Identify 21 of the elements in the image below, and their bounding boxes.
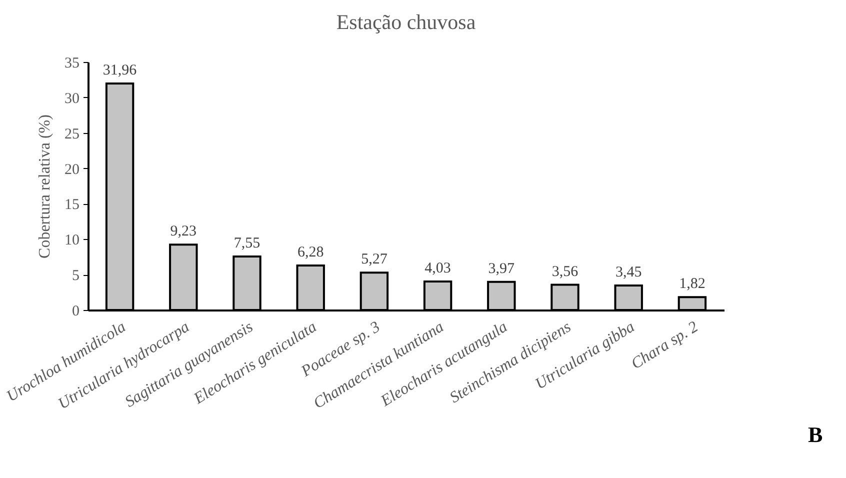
data-label: 3,97: [488, 260, 516, 277]
y-tick-label: 30: [64, 90, 80, 107]
data-label: 31,96: [102, 62, 138, 79]
y-tick-label: 5: [72, 268, 80, 284]
data-label: 7,55: [234, 236, 260, 252]
data-label: 3,45: [615, 264, 642, 281]
y-tick-label: 20: [64, 162, 80, 178]
y-tick-label: 25: [64, 126, 80, 142]
panel-letter: B: [808, 422, 823, 448]
data-label: 3,56: [552, 264, 579, 280]
y-tick-label: 10: [64, 232, 80, 249]
data-label: 5,27: [361, 252, 388, 268]
y-axis-title: Cobertura relativa (%): [36, 114, 54, 258]
chart-title: Estação chuvosa: [336, 10, 476, 34]
data-label: 1,82: [679, 276, 706, 292]
data-label: 4,03: [424, 260, 451, 276]
data-label: 6,28: [297, 244, 324, 260]
y-tick-label: 35: [64, 56, 80, 72]
data-label: 9,23: [170, 224, 197, 240]
y-tick-label: 0: [72, 304, 80, 320]
y-tick-label: 15: [64, 197, 80, 214]
